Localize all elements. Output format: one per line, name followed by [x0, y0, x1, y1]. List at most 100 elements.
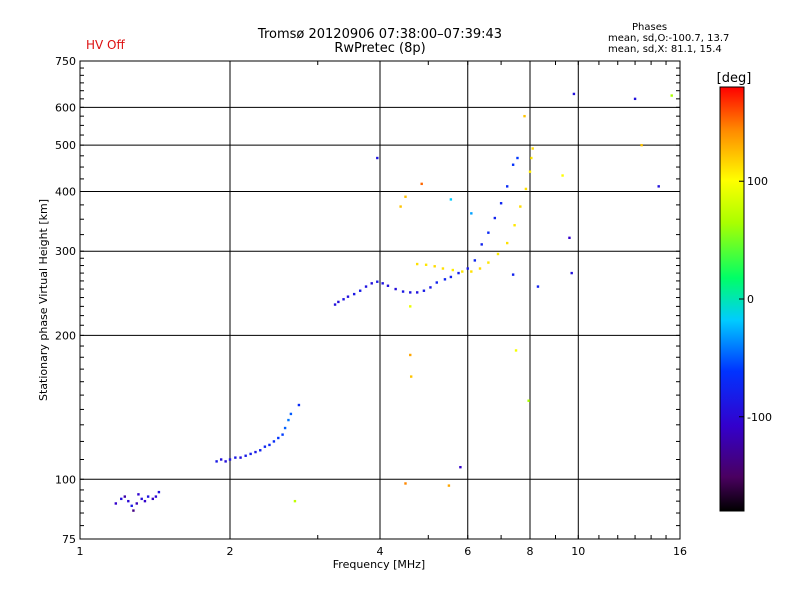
data-point	[376, 280, 379, 283]
data-point	[478, 267, 482, 270]
data-point	[516, 156, 519, 160]
data-point	[234, 456, 237, 459]
data-point	[352, 292, 356, 296]
data-point	[527, 399, 530, 402]
data-point	[441, 267, 445, 270]
y-tick-label: 200	[55, 329, 76, 342]
data-point	[505, 185, 509, 188]
y-tick-label: 600	[55, 101, 76, 114]
axis-ticks: 1 2 4 6 8 10 16 75 100 200 300 400 500 600 750	[55, 55, 687, 558]
data-point	[570, 271, 573, 275]
x-tick-label: 6	[464, 545, 471, 558]
data-point	[524, 187, 528, 191]
data-point	[511, 163, 515, 166]
data-point	[401, 290, 405, 293]
data-point	[130, 504, 133, 508]
data-point	[114, 502, 118, 505]
data-point	[519, 205, 522, 208]
phase-stats-heading: Phases	[632, 22, 668, 33]
data-point	[249, 452, 252, 456]
y-axis-label: Stationary phase Virtual Height [km]	[37, 199, 50, 401]
y-tick-label: 500	[55, 139, 76, 152]
data-point	[449, 198, 453, 201]
colorbar-tick-label: -100	[747, 411, 772, 424]
data-point	[451, 268, 455, 272]
chart-subtitle: RwPretec (8p)	[334, 41, 426, 56]
data-point	[281, 433, 284, 436]
data-point	[470, 212, 473, 215]
data-point	[429, 286, 432, 289]
x-tick-label: 1	[77, 545, 84, 558]
data-point	[219, 458, 223, 461]
data-point	[293, 499, 297, 503]
data-point	[143, 499, 147, 503]
data-point	[254, 450, 257, 454]
data-point	[404, 195, 407, 198]
data-point	[346, 295, 350, 298]
data-point	[459, 465, 462, 469]
data-point	[370, 282, 373, 285]
data-point	[364, 285, 368, 288]
data-point	[487, 261, 490, 264]
x-axis-label: Frequency [MHz]	[333, 558, 425, 571]
data-point	[640, 143, 643, 147]
grid-lines	[80, 61, 680, 539]
colorbar-tick-label: 100	[747, 175, 768, 188]
data-point	[409, 291, 412, 294]
y-tick-label: 300	[55, 245, 76, 258]
data-point	[263, 445, 267, 448]
data-point	[523, 114, 526, 118]
data-point	[499, 202, 503, 205]
data-point	[435, 281, 438, 284]
data-point	[154, 495, 158, 498]
data-point	[461, 270, 464, 273]
data-point	[272, 440, 276, 443]
data-point	[376, 156, 379, 160]
data-point	[404, 482, 407, 485]
data-point	[493, 216, 497, 220]
data-point	[123, 495, 126, 498]
data-point	[473, 259, 477, 262]
x-tick-label: 4	[377, 545, 384, 558]
data-point	[415, 262, 419, 266]
data-points	[114, 92, 673, 512]
x-tick-label: 10	[571, 545, 585, 558]
data-point	[657, 185, 660, 188]
data-point	[297, 403, 301, 407]
data-point	[496, 252, 500, 256]
x-tick-label: 2	[227, 545, 234, 558]
data-point	[140, 497, 143, 501]
colorbar-tick-label: 0	[747, 293, 754, 306]
y-tick-label: 750	[55, 55, 76, 68]
y-tick-label: 75	[62, 533, 76, 546]
data-point	[633, 97, 637, 101]
data-point	[420, 182, 423, 186]
data-point	[215, 460, 218, 463]
x-tick-label: 16	[673, 545, 687, 558]
data-point	[283, 426, 287, 430]
data-point	[287, 418, 290, 422]
data-point	[146, 495, 150, 498]
data-point	[342, 298, 345, 301]
data-point	[277, 436, 280, 440]
data-point	[135, 502, 138, 505]
data-point	[333, 303, 337, 306]
x-tick-label: 8	[527, 545, 534, 558]
data-point	[127, 499, 130, 503]
data-point	[120, 497, 123, 501]
data-point	[239, 456, 242, 459]
data-point	[433, 265, 436, 268]
data-point	[409, 305, 412, 308]
data-point	[422, 289, 426, 292]
data-point	[228, 458, 232, 461]
chart-title: Tromsø 20120906 07:38:00–07:39:43	[257, 27, 503, 42]
data-point	[289, 412, 293, 416]
data-point	[151, 497, 155, 501]
data-point	[528, 170, 532, 173]
data-point	[447, 484, 451, 487]
data-point	[244, 454, 247, 457]
data-point	[268, 443, 271, 447]
y-tick-label: 100	[55, 473, 76, 486]
data-point	[572, 92, 576, 96]
